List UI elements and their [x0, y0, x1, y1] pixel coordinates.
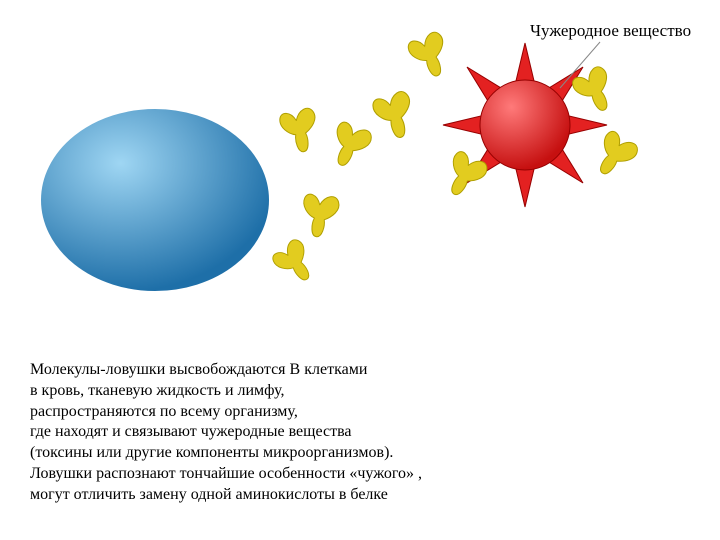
antibody-icon: [371, 90, 418, 142]
antibody-layer: [270, 30, 641, 289]
foreign-substance-label: Чужеродное вещество: [530, 20, 691, 42]
antibody-icon: [270, 237, 321, 289]
antibody-icon: [587, 128, 640, 183]
description-paragraph: Молекулы-ловушки высвобождаются В клетка…: [30, 360, 422, 506]
antibody-icon: [278, 107, 320, 155]
antibody-icon: [324, 119, 374, 172]
foreign-substance-core: [480, 80, 570, 170]
diagram-canvas: Чужеродное вещество Молекулы-ловушки выс…: [0, 0, 720, 540]
antibody-icon: [298, 192, 340, 240]
antibody-icon: [406, 30, 454, 82]
b-cell: [40, 108, 270, 292]
antibody-icon: [438, 148, 490, 202]
